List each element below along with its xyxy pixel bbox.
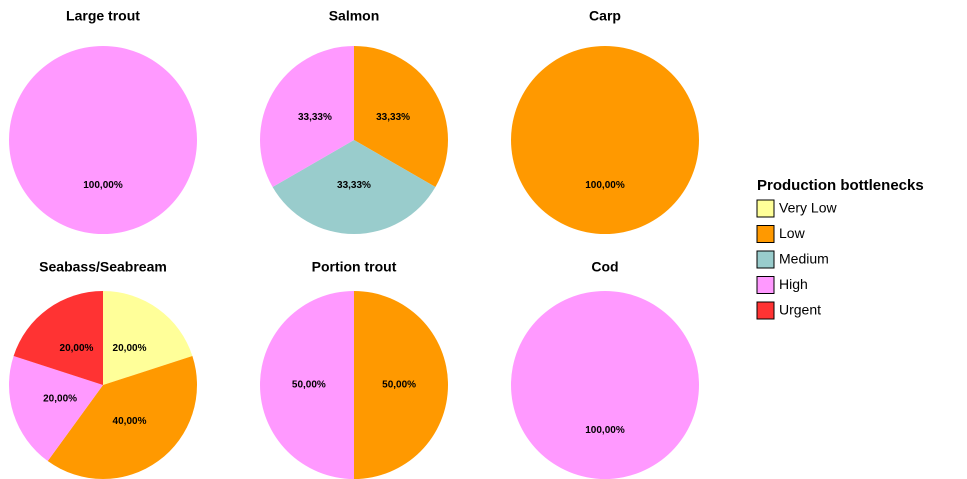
pie-slice — [9, 46, 197, 234]
pie-slice — [13, 291, 104, 385]
value-label: 20,00% — [43, 394, 77, 405]
pie-slice — [272, 140, 436, 234]
pie-slice — [511, 46, 699, 234]
legend-swatch — [756, 301, 775, 320]
legend-label: Urgent — [779, 302, 821, 318]
legend-title: Production bottlenecks — [757, 177, 924, 194]
pie-title: Portion trout — [312, 259, 397, 275]
legend-swatch — [756, 225, 775, 243]
value-label: 20,00% — [113, 343, 147, 354]
legend-label: Medium — [779, 251, 829, 267]
value-label: 20,00% — [60, 343, 94, 354]
value-label: 100,00% — [83, 180, 123, 191]
legend-label: Low — [779, 225, 806, 241]
pie-slice — [354, 291, 448, 479]
legend-swatch — [756, 250, 775, 269]
value-label: 50,00% — [292, 380, 326, 391]
pie-slice — [47, 355, 198, 479]
pie-slice — [103, 291, 193, 385]
legend-label: Very Low — [779, 200, 837, 216]
legend-label: High — [779, 276, 808, 292]
value-label: 100,00% — [585, 425, 625, 436]
value-label: 40,00% — [113, 416, 147, 427]
pie-slice — [354, 46, 448, 187]
value-label: 33,33% — [337, 180, 371, 191]
legend-swatch — [756, 199, 775, 218]
value-label: 50,00% — [382, 380, 416, 391]
legend-swatch — [756, 276, 775, 294]
pie-title: Carp — [589, 8, 621, 24]
pie-title: Seabass/Seabream — [39, 259, 167, 275]
value-label: 33,33% — [298, 112, 332, 123]
value-label: 33,33% — [376, 112, 410, 123]
pie-slice — [8, 355, 103, 462]
pie-title: Large trout — [66, 8, 140, 24]
value-label: 100,00% — [585, 180, 625, 191]
pie-slice — [511, 291, 699, 479]
pie-title: Cod — [591, 259, 618, 275]
pie-slice — [260, 291, 354, 479]
pie-title: Salmon — [329, 8, 380, 24]
pie-slice — [259, 46, 354, 187]
